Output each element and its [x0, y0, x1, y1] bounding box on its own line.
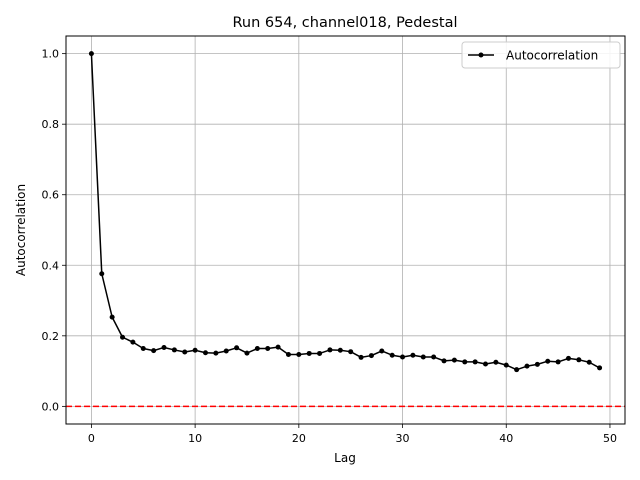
- data-point: [597, 365, 603, 371]
- data-point: [192, 347, 198, 353]
- data-point: [451, 357, 457, 363]
- data-point: [576, 357, 582, 363]
- y-tick-label: 1.0: [42, 48, 60, 61]
- data-point: [420, 354, 426, 360]
- legend-label: Autocorrelation: [506, 49, 598, 63]
- x-tick-label: 20: [292, 432, 306, 445]
- data-point: [545, 358, 551, 364]
- legend-marker-swatch: [478, 52, 484, 58]
- data-point: [202, 350, 208, 356]
- y-tick-label: 0.8: [42, 118, 60, 131]
- data-point: [109, 314, 115, 320]
- data-point: [472, 359, 478, 365]
- x-tick-label: 10: [188, 432, 202, 445]
- data-point: [213, 350, 219, 356]
- data-point: [514, 367, 520, 373]
- data-point: [358, 354, 364, 360]
- x-axis-ticks: 0 10 20 30 40 50: [88, 424, 617, 445]
- x-axis-label: Lag: [334, 451, 356, 465]
- data-point: [317, 350, 323, 356]
- data-point: [254, 346, 260, 352]
- data-point: [120, 334, 126, 340]
- data-point: [503, 362, 509, 368]
- chart-title: Run 654, channel018, Pedestal: [232, 15, 457, 31]
- data-point: [306, 350, 312, 356]
- data-point: [462, 359, 468, 365]
- data-point: [524, 363, 530, 369]
- data-point: [265, 346, 271, 352]
- data-point: [223, 348, 229, 354]
- y-axis-label: Autocorrelation: [14, 184, 28, 276]
- data-point: [348, 349, 354, 355]
- data-point: [565, 355, 571, 361]
- data-point: [140, 346, 146, 352]
- grid-lines: [66, 36, 625, 424]
- data-point: [151, 348, 157, 354]
- y-tick-label: 0.2: [42, 330, 60, 343]
- data-point: [483, 361, 489, 367]
- x-tick-label: 50: [603, 432, 617, 445]
- data-point: [327, 347, 333, 353]
- data-point: [586, 359, 592, 365]
- y-tick-label: 0.4: [42, 259, 60, 272]
- series-layer: [88, 51, 603, 373]
- data-point: [285, 352, 291, 358]
- data-point: [88, 51, 94, 57]
- data-point: [389, 352, 395, 358]
- legend: Autocorrelation: [461, 41, 621, 69]
- y-tick-label: 0.6: [42, 189, 60, 202]
- data-point: [161, 344, 167, 350]
- x-tick-label: 0: [88, 432, 95, 445]
- data-point: [337, 347, 343, 353]
- data-point: [99, 271, 105, 277]
- data-point: [296, 352, 302, 358]
- data-point: [400, 354, 406, 360]
- x-tick-label: 30: [396, 432, 410, 445]
- y-tick-label: 0.0: [42, 400, 60, 413]
- data-point: [555, 359, 561, 365]
- data-point: [182, 349, 188, 355]
- data-point: [534, 361, 540, 367]
- data-point: [275, 344, 281, 350]
- plot-area-frame: [65, 35, 626, 425]
- data-point: [441, 358, 447, 364]
- data-point: [130, 339, 136, 345]
- series-line: [90, 53, 600, 371]
- data-point: [431, 354, 437, 360]
- data-point: [368, 353, 374, 359]
- data-point: [171, 347, 177, 353]
- legend-box: [461, 41, 621, 69]
- data-point: [379, 348, 385, 354]
- data-point: [410, 352, 416, 358]
- data-point: [244, 350, 250, 356]
- data-point: [493, 359, 499, 365]
- y-axis-ticks: 0.0 0.2 0.4 0.6 0.8 1.0: [42, 48, 66, 413]
- data-point: [234, 345, 240, 351]
- x-tick-label: 40: [499, 432, 513, 445]
